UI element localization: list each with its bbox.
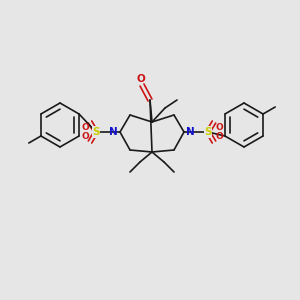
Text: N: N xyxy=(186,127,195,137)
Text: O: O xyxy=(136,74,146,84)
Text: N: N xyxy=(109,127,118,137)
Text: S: S xyxy=(204,127,212,137)
Text: S: S xyxy=(92,127,100,137)
Text: O: O xyxy=(81,132,89,141)
Text: O: O xyxy=(81,123,89,132)
Text: O: O xyxy=(215,123,223,132)
Text: O: O xyxy=(215,132,223,141)
